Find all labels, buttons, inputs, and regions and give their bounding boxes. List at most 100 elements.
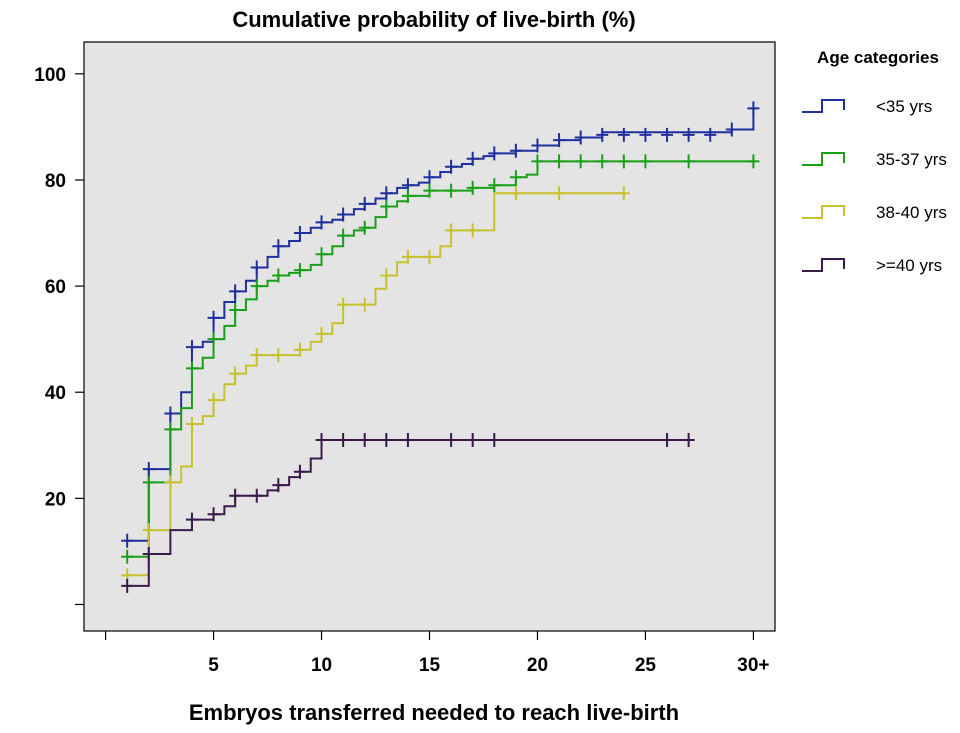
- censor-mark: [142, 523, 155, 538]
- censor-mark: [315, 432, 328, 447]
- censor-mark: [401, 432, 414, 447]
- censor-mark: [682, 432, 695, 447]
- censor-mark: [747, 101, 760, 116]
- censor-mark: [272, 239, 285, 254]
- censor-mark: [337, 432, 350, 447]
- censor-mark: [121, 549, 134, 564]
- censor-mark: [423, 170, 436, 185]
- censor-mark: [229, 302, 242, 317]
- legend-item: >=40 yrs: [802, 256, 942, 275]
- x-tick-label: 15: [419, 655, 441, 676]
- censor-mark: [207, 393, 220, 408]
- legend: <35 yrs 35-37 yrs 38-40 yrs >=40 yrs: [802, 97, 947, 275]
- censor-mark: [337, 207, 350, 222]
- series-2: [121, 186, 630, 583]
- censor-mark: [747, 154, 760, 169]
- censor-mark: [337, 228, 350, 243]
- censor-mark: [293, 263, 306, 278]
- censor-mark: [207, 310, 220, 325]
- censor-mark: [553, 154, 566, 169]
- censor-mark: [704, 127, 717, 142]
- chart-title: Cumulative probability of live-birth (%): [232, 7, 635, 32]
- censor-mark: [293, 464, 306, 479]
- legend-label: <35 yrs: [876, 97, 932, 116]
- censor-mark: [293, 226, 306, 241]
- censor-mark: [121, 578, 134, 593]
- censor-mark: [423, 249, 436, 264]
- censor-mark: [596, 127, 609, 142]
- censor-mark: [272, 268, 285, 283]
- x-tick-label: 20: [527, 655, 548, 676]
- censor-mark: [164, 422, 177, 437]
- censor-mark: [337, 297, 350, 312]
- censor-mark: [445, 223, 458, 238]
- censor-mark: [574, 154, 587, 169]
- censor-mark: [531, 154, 544, 169]
- censor-mark: [380, 199, 393, 214]
- censor-mark: [272, 478, 285, 493]
- legend-swatch: [802, 205, 845, 219]
- censor-mark: [250, 260, 263, 275]
- legend-item: <35 yrs: [802, 97, 932, 116]
- y-tick-label: 80: [45, 171, 66, 192]
- censor-mark: [207, 332, 220, 347]
- censor-mark: [445, 183, 458, 198]
- censor-mark: [466, 223, 479, 238]
- censor-mark: [185, 361, 198, 376]
- censor-mark: [401, 188, 414, 203]
- legend-item: 35-37 yrs: [802, 150, 947, 169]
- plot-area: [83, 41, 776, 632]
- censor-mark: [445, 159, 458, 174]
- legend-label: 38-40 yrs: [876, 203, 947, 222]
- series-3: [121, 432, 695, 593]
- censor-mark: [682, 154, 695, 169]
- censor-mark: [250, 348, 263, 363]
- censor-mark: [164, 406, 177, 421]
- x-axis-title: Embryos transferred needed to reach live…: [189, 700, 679, 725]
- censor-mark: [509, 186, 522, 201]
- censor-mark: [358, 196, 371, 211]
- legend-swatch: [802, 152, 845, 166]
- censor-mark: [661, 432, 674, 447]
- censor-mark: [272, 348, 285, 363]
- censor-mark: [121, 533, 134, 548]
- censor-mark: [617, 127, 630, 142]
- y-tick-label: 100: [34, 65, 66, 86]
- legend-swatch: [802, 258, 845, 272]
- series-layer: [121, 101, 760, 593]
- x-tick-label: 25: [635, 655, 657, 676]
- censor-mark: [229, 488, 242, 503]
- x-tick-label: 10: [311, 655, 332, 676]
- censor-mark: [315, 247, 328, 262]
- censor-mark: [725, 122, 738, 137]
- censor-mark: [488, 432, 501, 447]
- censor-mark: [423, 183, 436, 198]
- censor-mark: [466, 180, 479, 195]
- censor-mark: [509, 143, 522, 158]
- censor-mark: [358, 432, 371, 447]
- censor-mark: [682, 127, 695, 142]
- censor-mark: [639, 154, 652, 169]
- censor-mark: [358, 220, 371, 235]
- legend-label: >=40 yrs: [876, 256, 942, 275]
- series-line: [127, 160, 754, 558]
- censor-mark: [142, 475, 155, 490]
- censor-mark: [639, 127, 652, 142]
- censor-mark: [466, 432, 479, 447]
- censor-mark: [142, 547, 155, 562]
- censor-mark: [488, 146, 501, 161]
- censor-mark: [488, 178, 501, 193]
- x-tick-label: 30+: [737, 655, 769, 676]
- censor-mark: [164, 475, 177, 490]
- censor-mark: [596, 154, 609, 169]
- censor-mark: [250, 488, 263, 503]
- y-tick-label: 20: [45, 489, 66, 510]
- censor-mark: [185, 340, 198, 355]
- censor-mark: [617, 154, 630, 169]
- censor-mark: [466, 151, 479, 166]
- censor-mark: [207, 507, 220, 522]
- y-tick-label: 60: [45, 277, 66, 298]
- censor-mark: [553, 186, 566, 201]
- legend-title: Age categories: [817, 48, 939, 67]
- censor-mark: [661, 127, 674, 142]
